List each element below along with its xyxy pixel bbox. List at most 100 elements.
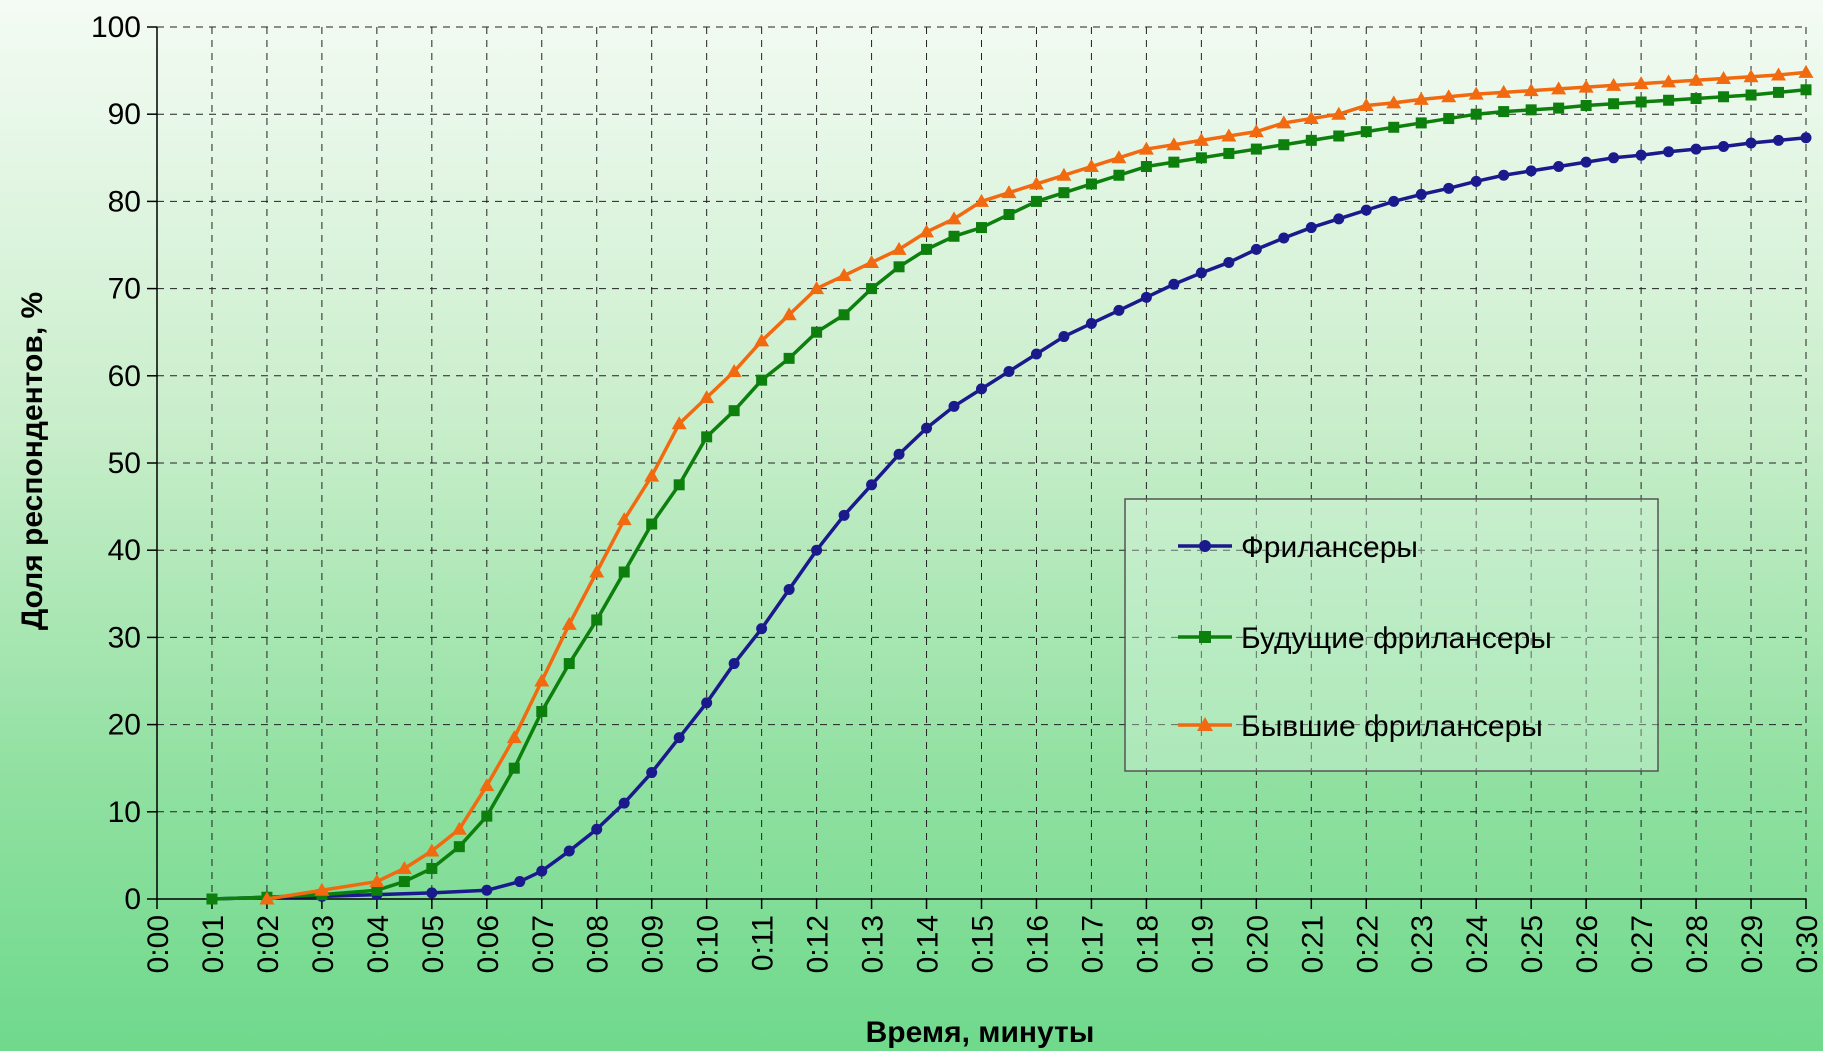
x-tick-label: 0:05 [417, 915, 450, 973]
x-tick-label: 0:25 [1516, 915, 1549, 973]
point-square [1223, 147, 1235, 159]
x-tick-label: 0:27 [1626, 915, 1659, 973]
point-circle [591, 823, 603, 835]
point-triangle [506, 730, 522, 744]
y-tick-label: 10 [108, 796, 141, 829]
point-circle [1030, 348, 1042, 360]
point-circle [481, 884, 493, 896]
point-square [1085, 178, 1097, 190]
x-tick-label: 0:04 [362, 915, 395, 973]
point-circle [1525, 165, 1537, 177]
point-square [948, 230, 960, 242]
point-triangle [1166, 137, 1182, 151]
point-circle [1003, 365, 1015, 377]
point-triangle [1193, 132, 1209, 146]
point-circle [1690, 143, 1702, 155]
point-triangle [369, 874, 385, 888]
point-circle [866, 479, 878, 491]
x-tick-label: 0:21 [1296, 915, 1329, 973]
point-square [1718, 91, 1730, 103]
x-tick-label: 0:23 [1406, 915, 1439, 973]
point-circle [756, 623, 768, 635]
point-square [1745, 89, 1757, 101]
point-square [1773, 86, 1785, 98]
series-2 [206, 84, 1812, 905]
y-tick-label: 50 [108, 447, 141, 480]
point-triangle [809, 281, 825, 295]
point-triangle [864, 254, 880, 268]
point-circle [1800, 132, 1812, 144]
point-circle [948, 400, 960, 412]
point-triangle [754, 333, 770, 347]
point-circle [1608, 152, 1620, 164]
point-circle [1199, 540, 1211, 552]
point-circle [1223, 256, 1235, 268]
point-circle [1305, 222, 1317, 234]
point-triangle [1276, 115, 1292, 129]
point-circle [921, 422, 933, 434]
point-square [1250, 143, 1262, 155]
point-triangle [1578, 79, 1594, 93]
point-square [426, 862, 438, 874]
point-circle [536, 865, 548, 877]
point-circle [701, 697, 713, 709]
x-tick-label: 0:14 [912, 915, 945, 973]
point-triangle [1331, 106, 1347, 120]
legend-label: Будущие фрилансеры [1241, 622, 1552, 655]
point-circle [1773, 134, 1785, 146]
point-circle [1580, 156, 1592, 168]
point-triangle [1798, 64, 1814, 78]
point-circle [618, 797, 630, 809]
point-square [1388, 121, 1400, 133]
point-square [1305, 134, 1317, 146]
point-triangle [1248, 124, 1264, 138]
x-tick-label: 0:18 [1131, 915, 1164, 973]
x-tick-label: 0:16 [1021, 915, 1054, 973]
point-circle [1635, 149, 1647, 161]
x-tick-label: 0:29 [1736, 915, 1769, 973]
y-tick-label: 30 [108, 621, 141, 654]
point-square [1800, 84, 1812, 96]
point-triangle [1028, 176, 1044, 190]
point-square [1580, 99, 1592, 111]
point-triangle [1138, 141, 1154, 155]
point-square [976, 222, 987, 234]
point-square [1195, 152, 1207, 164]
point-square [591, 614, 603, 626]
point-square [371, 884, 383, 896]
x-tick-label: 0:00 [142, 915, 175, 973]
point-triangle [616, 512, 632, 526]
point-square [563, 658, 575, 670]
point-triangle [1523, 83, 1539, 97]
point-square [756, 374, 768, 386]
point-circle [1415, 188, 1427, 200]
point-circle [1140, 291, 1152, 303]
y-tick-label: 40 [108, 534, 141, 567]
x-tick-label: 0:19 [1186, 915, 1219, 973]
point-square [783, 352, 795, 364]
x-tick-label: 0:07 [527, 915, 560, 973]
x-tick-label: 0:22 [1351, 915, 1384, 973]
series-1 [206, 132, 1812, 905]
point-square [508, 762, 520, 774]
y-tick-label: 20 [108, 709, 141, 742]
point-square [206, 893, 218, 905]
point-triangle [314, 882, 330, 896]
point-triangle [1688, 72, 1704, 86]
point-triangle [836, 268, 852, 282]
point-circle [783, 583, 795, 595]
point-triangle [1496, 84, 1512, 98]
point-triangle [1358, 97, 1374, 111]
point-square [1553, 102, 1565, 114]
x-tick-label: 0:15 [967, 915, 1000, 973]
point-circle [1250, 243, 1262, 255]
y-tick-labels: 0 10 20 30 40 50 60 70 80 90 100 [91, 11, 141, 916]
point-square [481, 810, 493, 822]
legend: Фрилансеры Будущие фрилансеры Бывшие фрила… [1124, 498, 1659, 772]
x-tick-label: 0:09 [637, 915, 670, 973]
point-triangle [1413, 91, 1429, 105]
x-tick-label: 0:28 [1681, 915, 1714, 973]
point-square [893, 261, 905, 273]
legend-item-3: Бывшие фрилансеры [1178, 710, 1543, 743]
point-circle [646, 767, 658, 779]
